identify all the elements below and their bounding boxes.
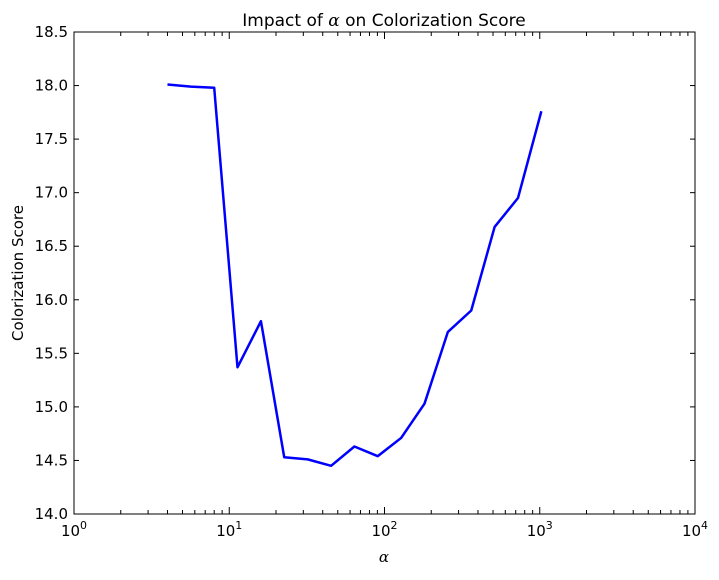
title-alpha-symbol: α	[328, 11, 340, 31]
x-tick-label: 104	[682, 519, 708, 540]
y-tick-label: 14.0	[35, 505, 68, 523]
y-tick-label: 14.5	[35, 451, 68, 469]
x-tick-label: 103	[527, 519, 553, 540]
series-line	[167, 83, 543, 468]
y-tick-label: 16.0	[35, 291, 68, 309]
y-tick-label: 18.5	[35, 23, 68, 41]
y-tick-label: 16.5	[35, 237, 68, 255]
y-tick-label: 17.5	[35, 130, 68, 148]
plot-area: 14.0 14.5 15.0 15.5 16.0 16.5 17.0 17.5 18.0 18.5…	[35, 23, 708, 540]
axes-frame	[73, 31, 696, 515]
x-axis-label: α	[379, 548, 389, 566]
x-tick-label: 102	[371, 519, 397, 540]
y-axis-label: Colorization Score	[9, 205, 27, 341]
y-tick-label: 15.5	[35, 344, 68, 362]
x-tick-label: 100	[61, 519, 87, 540]
chart-title: Impact of α on Colorization Score	[242, 11, 526, 31]
y-tick-label: 18.0	[35, 77, 68, 95]
y-tick-label: 15.0	[35, 398, 68, 416]
x-tick-label: 101	[216, 519, 242, 540]
y-tick-label: 17.0	[35, 184, 68, 202]
